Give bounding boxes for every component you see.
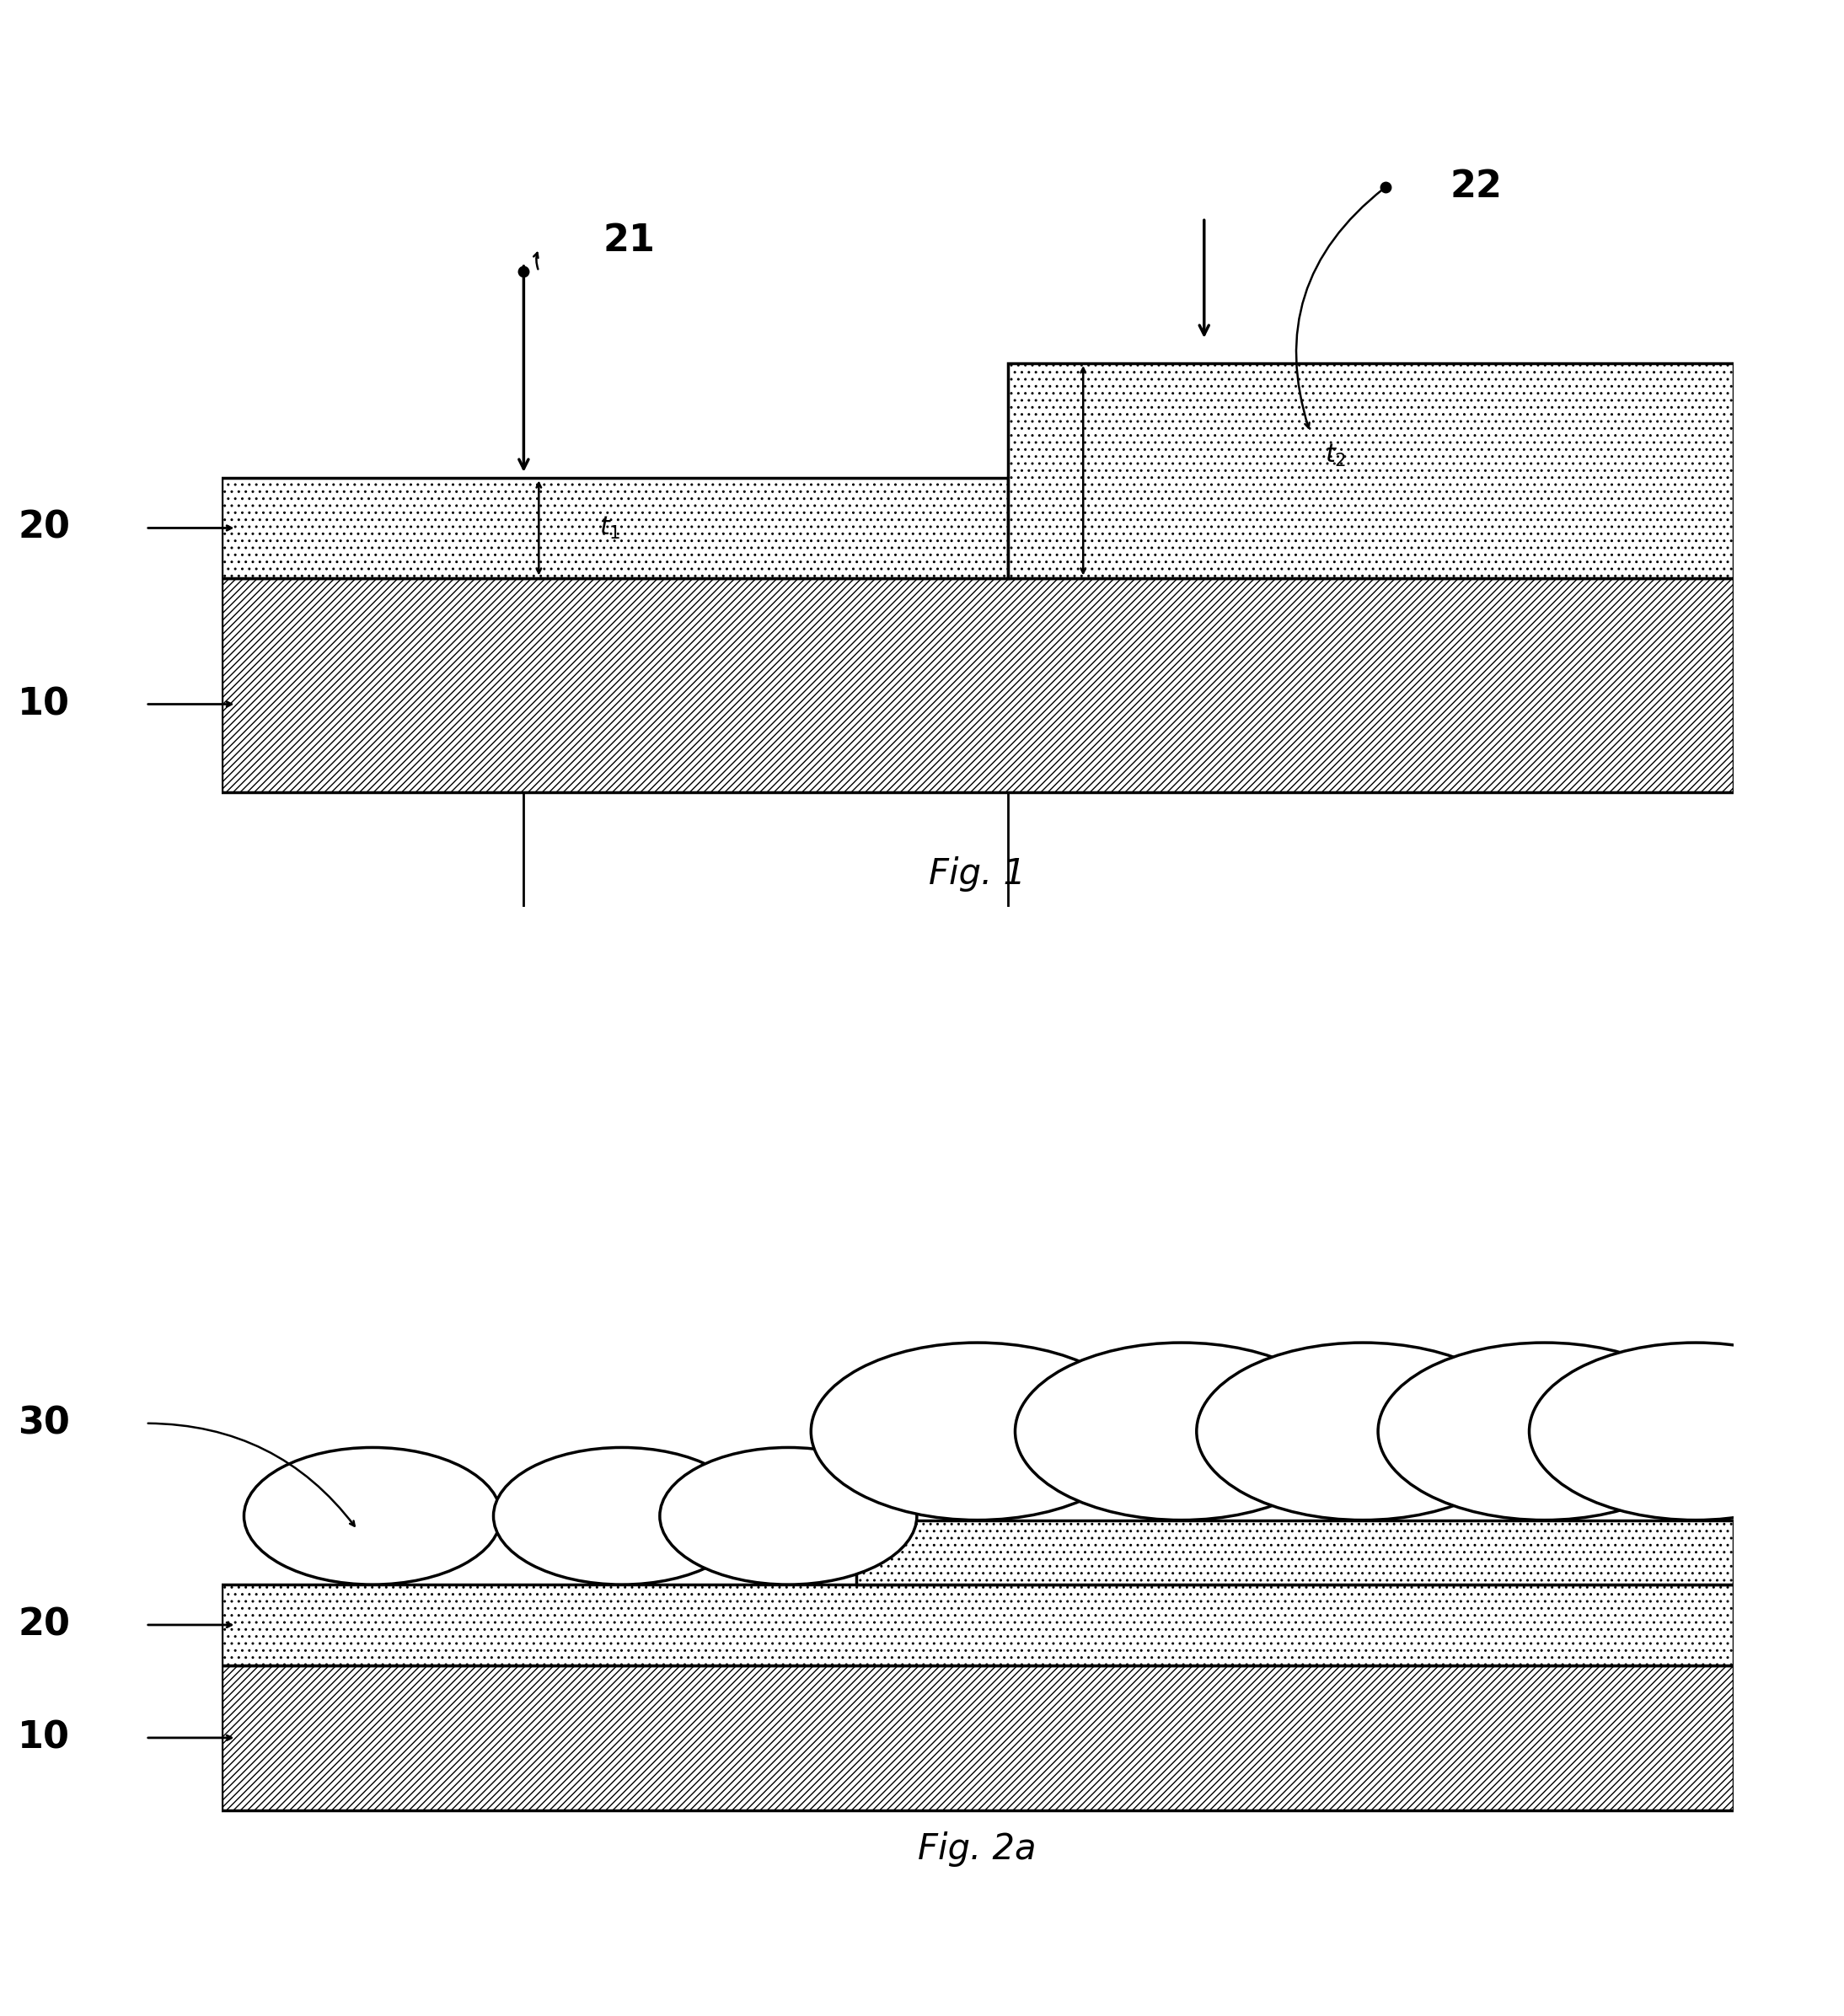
Circle shape — [243, 1447, 502, 1585]
Text: 10: 10 — [18, 685, 70, 722]
Circle shape — [1014, 1343, 1348, 1520]
Bar — [221, 579, 1733, 792]
Text: 20: 20 — [18, 1607, 70, 1643]
Bar — [221, 1665, 1733, 1810]
Bar — [856, 1520, 1733, 1585]
Text: $t_2$: $t_2$ — [1326, 442, 1346, 468]
Circle shape — [811, 1343, 1143, 1520]
Text: 10: 10 — [18, 1720, 70, 1756]
Text: 30: 30 — [18, 1405, 70, 1441]
Bar — [1007, 363, 1733, 579]
Circle shape — [494, 1447, 751, 1585]
Text: 22: 22 — [1449, 169, 1503, 206]
Text: Fig. 2a: Fig. 2a — [918, 1831, 1036, 1867]
Circle shape — [1377, 1343, 1711, 1520]
Text: 20: 20 — [18, 510, 70, 546]
Bar — [221, 478, 1007, 579]
Circle shape — [1529, 1343, 1844, 1520]
Text: $t_1$: $t_1$ — [599, 514, 621, 540]
Bar — [221, 1585, 1733, 1665]
Circle shape — [660, 1447, 916, 1585]
Text: Fig. 1: Fig. 1 — [929, 857, 1025, 891]
Circle shape — [1197, 1343, 1529, 1520]
Text: 21: 21 — [603, 222, 656, 258]
